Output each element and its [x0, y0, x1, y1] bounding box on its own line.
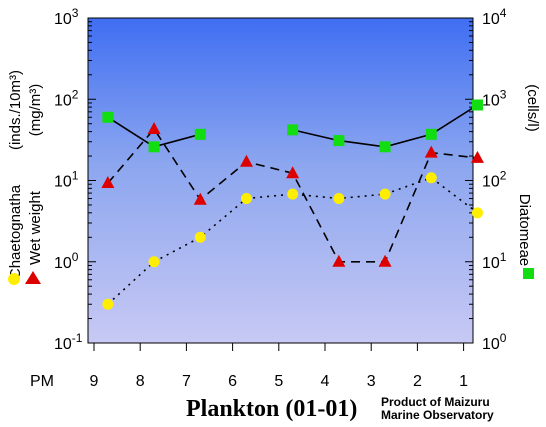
right-tick-label: 103: [482, 87, 507, 109]
plot-area: [88, 18, 473, 343]
wet-weight-point: [193, 192, 207, 205]
x-tick-label: 5: [274, 373, 283, 390]
x-tick-label: 2: [413, 373, 422, 390]
diatomeae-point: [471, 99, 483, 111]
chaetognatha-point: [287, 188, 299, 200]
legend-wet-weight-label: Wet weight: [27, 190, 44, 265]
chaetognatha-point: [379, 188, 391, 200]
wet-weight-point: [286, 166, 300, 179]
diatomeae-point: [425, 128, 437, 140]
right-tick-label: 100: [482, 331, 507, 353]
chaetognatha-point: [425, 172, 437, 184]
wet-weight-point: [147, 122, 161, 135]
chaetognatha-point: [471, 207, 483, 219]
wet-weight-point: [424, 145, 438, 158]
chaetognatha-point: [240, 193, 252, 205]
chaetognatha-point: [102, 298, 114, 310]
credit-line-1: Product of Maizuru: [381, 395, 490, 409]
right-tick-label: 101: [482, 250, 507, 272]
x-tick-label: 4: [321, 373, 330, 390]
credit-line-2: Marine Observatory: [381, 408, 494, 422]
wet-weight-point: [239, 154, 253, 167]
diatomeae-point: [379, 141, 391, 153]
left-tick-label: 10-1: [54, 331, 83, 353]
chart-title: Plankton (01-01): [186, 396, 357, 422]
x-tick-label: 3: [367, 373, 376, 390]
left-tick-label: 103: [54, 6, 79, 28]
legend-chaetognatha-label: Chaetognatha: [7, 184, 24, 279]
right-axis-label: (cells/l): [524, 84, 541, 132]
x-tick-label: 9: [90, 373, 99, 390]
x-axis-prefix: PM: [30, 373, 54, 390]
x-tick-label: 6: [228, 373, 237, 390]
left-axis-label-line2: (mg/m³): [27, 84, 44, 137]
wet-weight-point: [470, 150, 484, 163]
x-tick-label: 1: [459, 373, 468, 390]
left-tick-label: 102: [54, 87, 79, 109]
chaetognatha-point: [194, 231, 206, 243]
diatomeae-point: [148, 141, 160, 153]
right-tick-label: 104: [482, 6, 507, 28]
legend-diatomeae-label: Diatomeae: [516, 194, 533, 267]
diatomeae-point: [194, 128, 206, 140]
diatomeae-point: [333, 135, 345, 147]
wet-weight-point: [332, 254, 346, 267]
diatomeae-point: [102, 111, 114, 123]
chaetognatha-point: [148, 256, 160, 268]
diatomeae-point: [287, 124, 299, 136]
wet-weight-point: [101, 176, 115, 189]
legend-wet-weight-marker: [25, 271, 41, 284]
wet-weight-point: [378, 254, 392, 267]
left-tick-label: 100: [54, 250, 79, 272]
x-tick-label: 8: [136, 373, 145, 390]
left-tick-label: 101: [54, 169, 79, 191]
legend-chaetognatha-marker: [8, 273, 20, 285]
legend-diatomeae-marker: [523, 268, 534, 279]
left-axis-label-line1: (inds./10m³): [7, 70, 24, 150]
chaetognatha-point: [333, 193, 345, 205]
right-tick-label: 102: [482, 169, 507, 191]
x-tick-label: 7: [182, 373, 191, 390]
